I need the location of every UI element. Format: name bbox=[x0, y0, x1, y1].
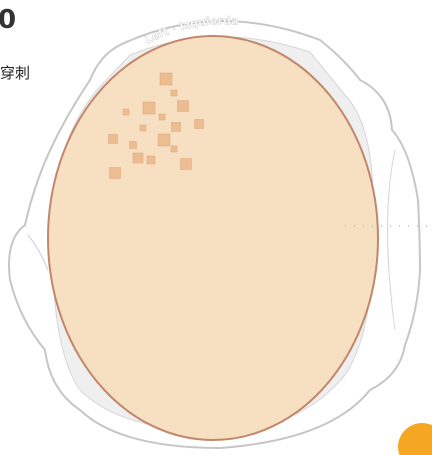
spot[interactable] bbox=[109, 135, 118, 144]
spot[interactable] bbox=[133, 153, 143, 163]
screen: Left · Izquierda 0 穿刺 bbox=[0, 0, 432, 455]
skin-area[interactable] bbox=[48, 36, 378, 440]
spot[interactable] bbox=[140, 125, 146, 131]
spot[interactable] bbox=[130, 142, 137, 149]
spot[interactable] bbox=[160, 73, 172, 85]
label: 穿刺 bbox=[0, 64, 30, 82]
spot[interactable] bbox=[172, 123, 181, 132]
spot[interactable] bbox=[178, 101, 189, 112]
spot[interactable] bbox=[123, 109, 129, 115]
count: 0 bbox=[0, 5, 16, 35]
spot[interactable] bbox=[158, 134, 170, 146]
spot[interactable] bbox=[181, 159, 192, 170]
page: Left · Izquierda 0 穿刺 (() => { const dat… bbox=[0, 0, 432, 455]
spot[interactable] bbox=[159, 114, 165, 120]
spot[interactable] bbox=[147, 156, 155, 164]
spot[interactable] bbox=[171, 146, 177, 152]
spot[interactable] bbox=[171, 90, 177, 96]
spot[interactable] bbox=[195, 120, 204, 129]
spot[interactable] bbox=[110, 168, 121, 179]
action-button[interactable] bbox=[398, 423, 432, 455]
spot[interactable] bbox=[143, 102, 155, 114]
